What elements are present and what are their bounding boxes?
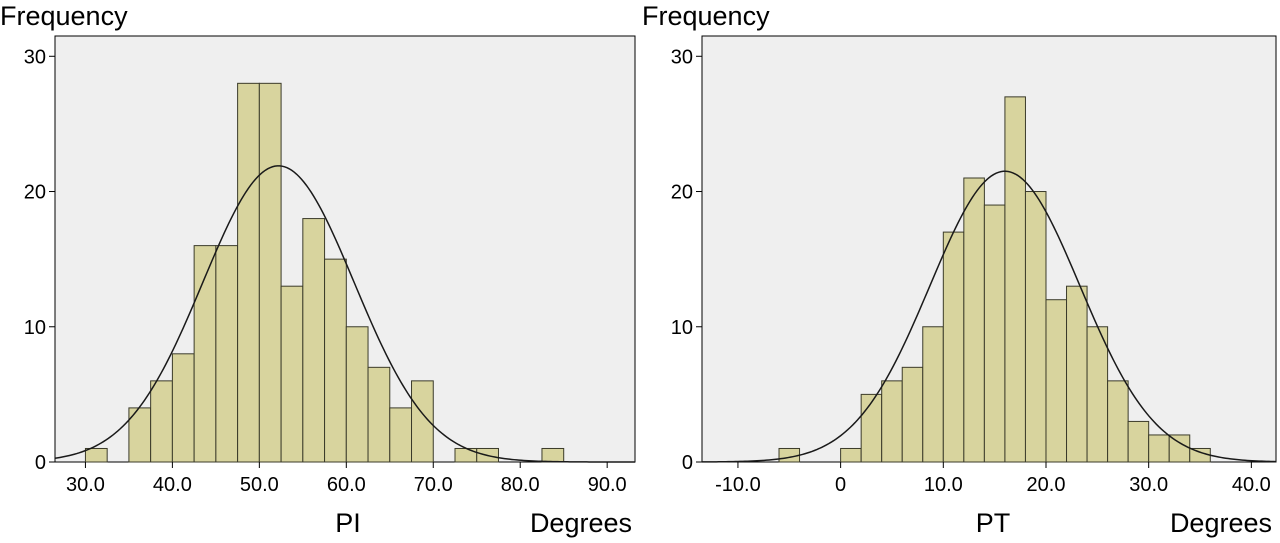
bar-pi-5: [215, 245, 239, 463]
x-ticks-pt: -10.0 0 10.0 20.0 30.0 40.0: [715, 462, 1271, 496]
bar-pt-1: [840, 447, 862, 463]
bar-pi-17: [541, 447, 565, 463]
x-tick-label-pi-4: 70.0: [414, 474, 453, 496]
y-tick-label-pt-0: 0: [682, 452, 693, 474]
bar-pt-2: [860, 393, 883, 463]
normal-curve-pi: [54, 165, 636, 463]
x-tick-label-pi-1: 40.0: [153, 474, 192, 496]
bar-pt-13: [1086, 326, 1109, 463]
bar-pt-3: [881, 380, 903, 463]
x-tick-label-pt-0: -10.0: [715, 474, 761, 496]
x-tick-label-pt-1: 0: [835, 474, 846, 496]
y-tick-label-pt-30: 30: [671, 46, 693, 68]
bar-pt-12: [1066, 285, 1088, 463]
y-tick-label-pi-10: 10: [24, 317, 46, 339]
bar-pt-9: [1004, 96, 1026, 463]
bar-pt-15: [1127, 420, 1150, 463]
x-tick-label-pt-3: 20.0: [1027, 474, 1066, 496]
y-ticks-pi: 0 10 20 30: [24, 46, 55, 474]
panel-pt: Frequency 0 10 20 30 -10.0 0 10.0 20.0 30.0 40.0…: [642, 1, 1277, 538]
bar-pt-6: [942, 231, 965, 463]
y-tick-label-pi-0: 0: [35, 452, 46, 474]
bar-pt-14: [1107, 380, 1129, 463]
y-axis-title-pt: Frequency: [642, 1, 770, 31]
y-axis-title-pi: Frequency: [0, 1, 128, 31]
bar-pt-7: [963, 177, 985, 463]
bar-pi-2: [150, 380, 173, 463]
x-tick-label-pt-4: 30.0: [1129, 474, 1168, 496]
bar-pi-6: [237, 82, 260, 463]
x-tick-label-pi-6: 90.0: [588, 474, 627, 496]
bar-pi-3: [171, 353, 195, 463]
bar-pt-4: [901, 366, 924, 463]
bar-pi-7: [258, 82, 282, 463]
x-ticks-pi: 30.0 40.0 50.0 60.0 70.0 80.0 90.0: [66, 462, 627, 496]
bar-pt-16: [1148, 434, 1170, 463]
bar-pt-18: [1189, 447, 1211, 463]
bar-pt-5: [922, 326, 944, 463]
bar-pi-0: [84, 447, 108, 463]
bars-pi: [84, 82, 565, 463]
bar-pt-17: [1168, 434, 1191, 463]
bar-pt-8: [983, 204, 1006, 463]
y-tick-label-pt-20: 20: [671, 182, 693, 204]
bar-pi-15: [454, 447, 478, 463]
x-axis-title-pi: PI: [335, 508, 361, 538]
bar-pi-8: [280, 285, 304, 463]
bar-pi-11: [345, 326, 369, 463]
x-tick-label-pi-0: 30.0: [66, 474, 105, 496]
normal-curve-pt: [701, 170, 1277, 463]
x-axis-unit-pt: Degrees: [1170, 508, 1272, 538]
panel-pi: Frequency 0 10 20 30 30.0 40.0 50.0 60.0 70.0 80…: [0, 1, 636, 538]
y-tick-label-pi-20: 20: [24, 182, 46, 204]
bar-pt-10: [1024, 191, 1047, 463]
bar-pi-12: [367, 366, 391, 463]
bar-pt-11: [1045, 299, 1068, 463]
bar-pi-14: [411, 380, 434, 463]
x-tick-label-pi-5: 80.0: [501, 474, 540, 496]
x-axis-title-pt: PT: [976, 508, 1011, 538]
x-tick-label-pt-5: 40.0: [1232, 474, 1271, 496]
bar-pi-10: [324, 258, 347, 463]
x-tick-label-pi-2: 50.0: [240, 474, 279, 496]
y-ticks-pt: 0 10 20 30: [671, 46, 702, 474]
x-axis-unit-pi: Degrees: [530, 508, 632, 538]
x-tick-label-pi-3: 60.0: [327, 474, 366, 496]
bar-pi-13: [389, 407, 413, 463]
bars-pt: [778, 96, 1211, 463]
y-tick-label-pt-10: 10: [671, 317, 693, 339]
bar-pi-9: [302, 218, 326, 463]
x-tick-label-pt-2: 10.0: [924, 474, 963, 496]
y-tick-label-pi-30: 30: [24, 46, 46, 68]
